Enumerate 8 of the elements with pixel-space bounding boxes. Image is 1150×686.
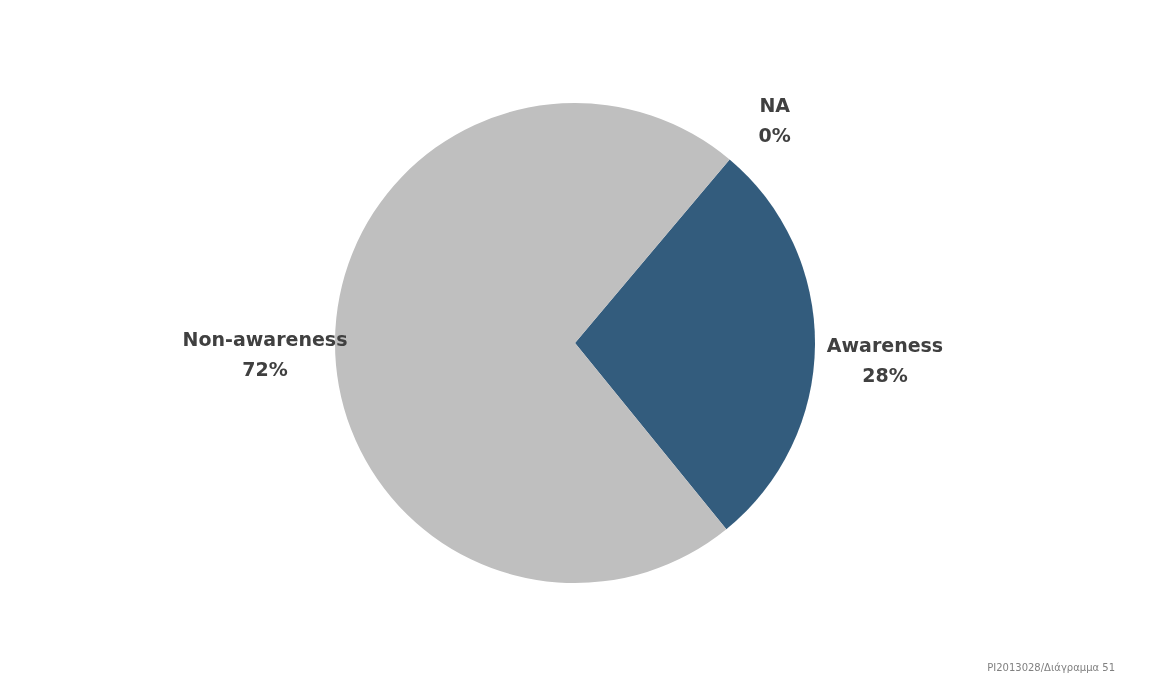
text: PI2013028/Διάγραμμα 51 [987,662,1115,673]
slice-label: Awareness [826,333,944,356]
slice-label: Non-awareness [182,328,348,351]
pie-slice [575,159,815,530]
text: 0% [758,123,791,146]
data-label: 72% [242,358,288,381]
category-label: NA [759,93,791,116]
data-label: 28% [862,363,908,386]
